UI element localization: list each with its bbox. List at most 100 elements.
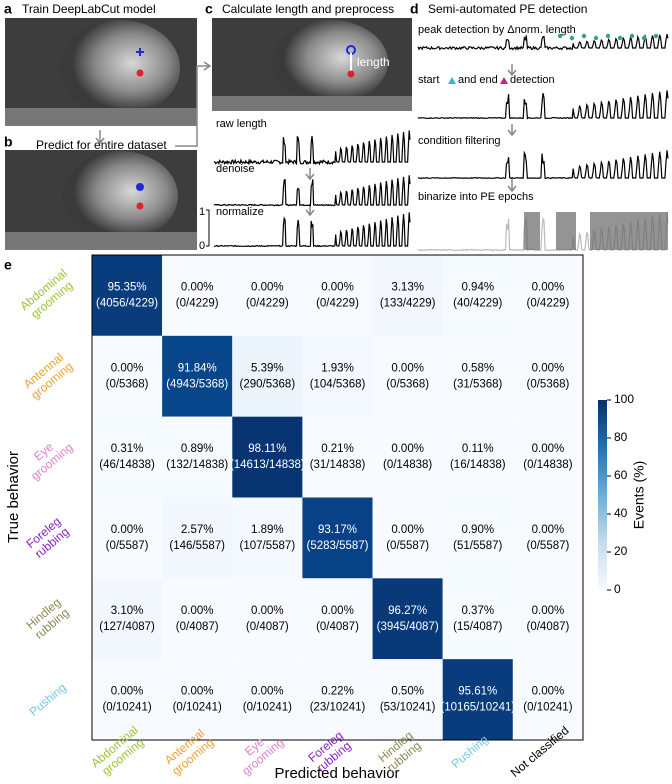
cell [232, 335, 303, 417]
panel-letter: e [4, 257, 12, 273]
peak [641, 35, 647, 41]
cell-count: (0/4229) [527, 297, 570, 309]
cell [512, 335, 583, 417]
cell-count: (0/4087) [527, 621, 570, 633]
colorbar-tick-label: 0 [614, 582, 621, 596]
colorbar-tick-label: 40 [614, 506, 628, 520]
cell-value: 0.00% [251, 686, 284, 698]
cell-value: 0.00% [532, 362, 565, 374]
cell-value: 0.00% [321, 281, 354, 293]
cell-value: 0.00% [321, 605, 354, 617]
cell-count: (0/4087) [176, 621, 219, 633]
cell-count: (10165/10241) [440, 702, 515, 714]
scale-tick: 0 [199, 240, 205, 252]
cell [372, 497, 443, 579]
cell-value: 0.31% [111, 443, 144, 455]
panel-letter: a [4, 1, 12, 17]
trace [417, 90, 669, 120]
arrow [95, 130, 105, 145]
cell-value: 0.00% [181, 605, 214, 617]
cell [162, 255, 233, 336]
step-label: condition filtering [418, 135, 501, 147]
epoch [590, 212, 668, 250]
cell [302, 578, 373, 660]
cell [442, 659, 513, 740]
scale-axis [206, 209, 210, 247]
colorbar-tick-label: 20 [614, 544, 628, 558]
cell-value: 0.00% [111, 686, 144, 698]
cell-count: (3945/4087) [377, 621, 439, 633]
cell-count: (14613/14838) [230, 459, 305, 471]
cell [302, 497, 373, 579]
cell-count: (46/14838) [99, 459, 155, 471]
scale-tick: 1 [199, 206, 205, 218]
colorbar-tick-label: 80 [614, 430, 628, 444]
cell [302, 335, 373, 417]
cell-count: (0/5368) [386, 378, 429, 390]
cell-count: (0/10241) [523, 702, 572, 714]
cell-count: (40/4229) [453, 297, 502, 309]
cell [162, 335, 233, 417]
cell-value: 0.22% [321, 686, 354, 698]
cell-value: 91.84% [178, 362, 217, 374]
cell-value: 0.94% [461, 281, 494, 293]
trace [213, 212, 411, 248]
step-label: denoise [216, 163, 255, 175]
colorbar-tick-label: 100 [614, 392, 634, 406]
cell-count: (0/5368) [527, 378, 570, 390]
cell [92, 416, 163, 498]
cell-count: (133/4229) [380, 297, 436, 309]
cell-count: (0/10241) [102, 702, 151, 714]
cell-value: 96.27% [388, 605, 427, 617]
plot-frame [91, 254, 584, 741]
cell-count: (0/4087) [316, 621, 359, 633]
cell-value: 98.11% [248, 443, 286, 455]
fly-image-c [212, 18, 412, 111]
peak [653, 33, 659, 39]
marker-label: length [357, 55, 390, 69]
cell [162, 578, 233, 660]
y-axis-title: True behavior [5, 451, 22, 543]
cell [232, 416, 303, 498]
cell-value: 0.00% [251, 281, 284, 293]
cell-value: 0.00% [532, 524, 565, 536]
cell-count: (0/14838) [523, 459, 572, 471]
cell-value: 93.17% [318, 524, 357, 536]
cell [372, 255, 443, 336]
cell [162, 416, 233, 498]
cell-value: 3.10% [111, 605, 144, 617]
step-label: binarize into PE epochs [418, 191, 534, 203]
step-label: normalize [216, 206, 264, 218]
cell-count: (104/5368) [310, 378, 366, 390]
peak [557, 33, 563, 39]
cell-count: (31/5368) [453, 378, 502, 390]
panel-letter: c [205, 1, 213, 17]
epoch [556, 212, 576, 250]
peak [605, 33, 611, 39]
cell-count: (31/14838) [310, 459, 366, 471]
cell-count: (0/14838) [383, 459, 432, 471]
panel-title: Calculate length and preprocess [222, 2, 394, 16]
cell [162, 497, 233, 579]
cell-count: (4943/5368) [166, 378, 228, 390]
cell [302, 659, 373, 740]
cell-value: 0.00% [111, 362, 144, 374]
cell [442, 578, 513, 660]
cell-count: (53/10241) [380, 702, 436, 714]
cell-value: 0.00% [251, 605, 284, 617]
cell [372, 659, 443, 740]
cell-count: (16/14838) [450, 459, 506, 471]
x-axis-title: Predicted behavior [274, 765, 399, 782]
cell [92, 255, 163, 336]
peak [569, 35, 575, 41]
cell-value: 1.93% [321, 362, 354, 374]
peak [629, 33, 635, 39]
fly-image-a [5, 18, 197, 126]
cell [512, 416, 583, 498]
start-icon [448, 77, 456, 84]
cell-value: 95.61% [458, 686, 497, 698]
trace [213, 130, 411, 166]
step-label: raw length [216, 118, 267, 130]
cell-count: (4056/4229) [96, 297, 158, 309]
cell [442, 497, 513, 579]
